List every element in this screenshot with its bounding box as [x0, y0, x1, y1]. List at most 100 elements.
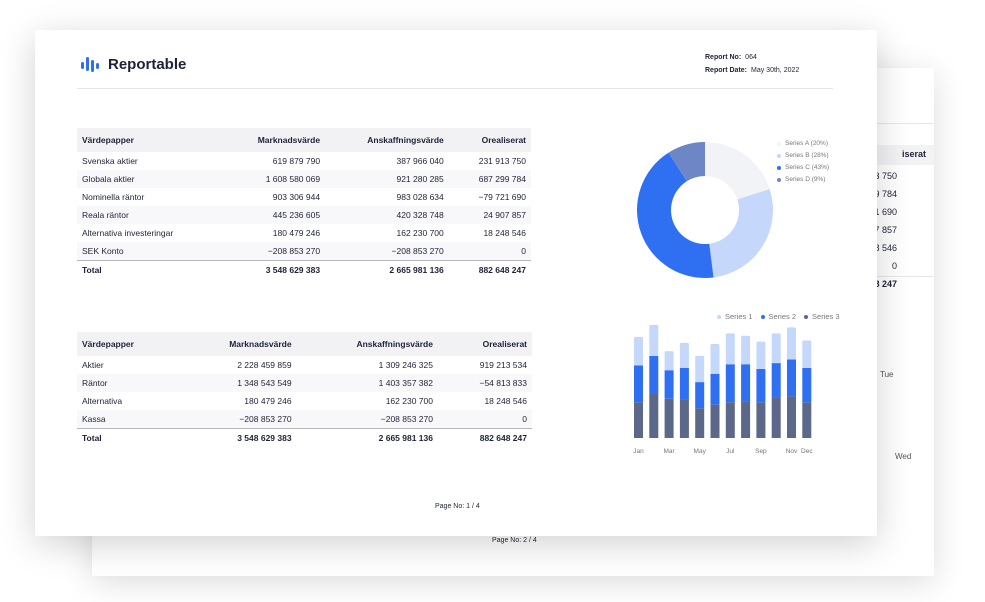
bar-segment	[725, 402, 735, 438]
column-header: Marknadsvärde	[178, 332, 297, 356]
bars-logo-icon	[81, 57, 99, 72]
stacked-bar-chart: Jan Mar May Jul Sep Nov Dec	[630, 321, 840, 461]
donut-chart	[631, 136, 779, 284]
legend-entry: Series 2	[760, 312, 797, 321]
header-divider	[877, 123, 934, 124]
bar-segment	[695, 355, 705, 383]
legend-label: Series A (20%)	[785, 140, 828, 147]
column-header: Värdepapper	[77, 332, 179, 356]
total-divider	[877, 276, 934, 277]
column-header: Orealiserat	[448, 128, 531, 152]
total-cell: 882 648 247	[448, 260, 531, 278]
table-cell: 2 228 459 859	[237, 360, 292, 370]
bar-segment	[802, 367, 812, 403]
table-row: Alternativa investeringar 180 479 246 162 …	[77, 224, 531, 242]
table-cell: 24 907 857	[448, 206, 531, 224]
table-cell: 18 248 546	[484, 396, 527, 406]
table-row: Kassa −208 853 270 −208 853 270 0	[77, 410, 532, 429]
legend-entry: Series 1	[717, 312, 753, 321]
table-cell: −208 853 270	[178, 410, 297, 429]
donut-slice	[668, 142, 705, 182]
bar-segment	[771, 333, 781, 364]
total-cell: 882 648 247	[437, 428, 532, 446]
legend-entry: Series C (43%)	[777, 162, 829, 174]
report-date-label: Report Date:	[705, 67, 748, 74]
table-row: Aktier 2 228 459 859 1 309 246 325 919 213 …	[77, 356, 532, 374]
x-tick-label: Jul	[726, 448, 735, 455]
legend-dot	[717, 314, 721, 319]
table-cell: 1 608 580 069	[221, 170, 326, 188]
table-cell: Svenska aktier	[82, 156, 138, 166]
bar-segment	[787, 359, 796, 397]
table-cell: 180 479 246	[244, 396, 292, 406]
table-cell: −54 813 833	[437, 374, 532, 392]
brand-name: Reportable	[108, 55, 187, 73]
legend-label: Series 2	[768, 312, 797, 321]
legend-dot	[777, 178, 781, 182]
table-cell: 903 306 944	[272, 192, 321, 202]
table-row: Alternativa 180 479 246 162 230 700 18 248 …	[77, 392, 532, 410]
total-cell: 2 665 981 136	[325, 260, 449, 278]
column-header: Värdepapper	[77, 128, 222, 152]
bar-segment	[679, 367, 689, 400]
table-cell: 1 309 246 325	[378, 360, 433, 370]
donut-legend: Series A (20%) Series B (28%) Series C (43…	[777, 138, 829, 186]
legend-entry: Series D (9%)	[777, 174, 829, 186]
table-cell: 983 028 634	[396, 192, 444, 202]
header-divider	[77, 88, 833, 89]
x-tick-label: Sep	[755, 448, 767, 455]
bar-segment	[756, 369, 766, 403]
page-1: Reportable Report No: 064 Report Date: May…	[35, 30, 877, 536]
column-header: Anskaffningsvärde	[296, 332, 438, 356]
bar-segment	[725, 333, 735, 365]
x-tick-label: May	[694, 448, 707, 455]
legend-dot	[777, 154, 781, 158]
legend-label: Series C (43%)	[785, 164, 830, 171]
table-row: Svenska aktier 619 879 790 387 966 040 231 …	[77, 152, 531, 170]
total-row: Total 3 548 629 383 2 665 981 136 882 648 2…	[77, 428, 532, 446]
legend-dot	[777, 142, 781, 146]
bar-segment	[802, 402, 812, 438]
holdings-table: Värdepapper Marknadsvärde Anskaffningsvärd…	[77, 128, 531, 278]
day-label: Tue	[880, 370, 894, 379]
legend-label: Series B (28%)	[785, 152, 829, 159]
summary-table: Värdepapper Marknadsvärde Anskaffningsvärd…	[77, 332, 532, 446]
table-cell: 387 966 040	[396, 156, 444, 166]
bar-segment	[664, 351, 674, 371]
report-number-label: Report No:	[705, 54, 742, 61]
table-cell: Alternativa	[82, 396, 123, 406]
table-cell: 231 913 750	[478, 156, 526, 166]
legend-label: Series 1	[725, 312, 753, 321]
table-cell: 162 230 700	[396, 228, 444, 238]
table-cell: Globala aktier	[77, 170, 222, 188]
report-number: 064	[745, 54, 757, 61]
table-cell: −208 853 270	[325, 242, 449, 261]
table-cell: 0	[437, 410, 532, 429]
legend-dot	[804, 314, 809, 319]
table-cell: 687 299 784	[448, 170, 531, 188]
table-row: Reala räntor 445 236 605 420 328 748 24 907…	[77, 206, 531, 224]
page-2-edge: iserat 3 750 9 784 1 690 7 857 8 546 0 8…	[874, 68, 937, 576]
table-row: Räntor 1 348 543 549 1 403 357 382 −54 813 …	[77, 374, 532, 392]
bar-segment	[649, 355, 659, 394]
legend-dot	[760, 314, 765, 319]
table-header: iserat	[877, 145, 934, 165]
bar-segment	[741, 401, 751, 438]
table-cell: −208 853 270	[221, 242, 326, 261]
table-cell: Alternativa investeringar	[82, 228, 174, 238]
bar-segment	[634, 365, 643, 403]
report-date: May 30th, 2022	[751, 67, 800, 74]
bar-segment	[771, 363, 781, 398]
total-cell: Total	[77, 260, 222, 278]
x-tick-label: Dec	[801, 448, 813, 455]
brand-logo: Reportable	[80, 54, 186, 74]
total-cell: Total	[77, 428, 179, 446]
table-cell: −208 853 270	[296, 410, 438, 429]
bar-legend: Series 1 Series 2 Series 3	[709, 312, 840, 321]
bar-segment	[664, 398, 674, 438]
table-cell: 420 328 748	[325, 206, 449, 224]
table-cell: 9 784	[874, 189, 897, 199]
table-cell: −79 721 690	[478, 192, 526, 202]
bar-segment	[695, 408, 705, 438]
table-row: SEK Konto −208 853 270 −208 853 270 0	[77, 242, 531, 261]
